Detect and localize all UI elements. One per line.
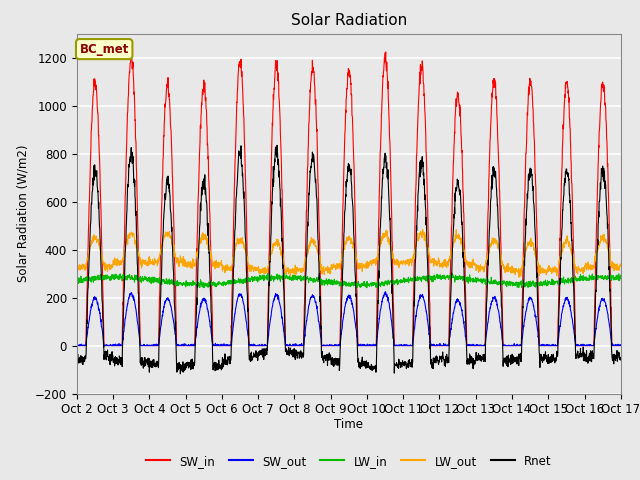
Rnet — [377, 216, 385, 222]
SW_in — [507, 343, 515, 348]
SW_out — [381, 289, 389, 295]
LW_in — [73, 279, 81, 285]
LW_out — [365, 263, 372, 269]
SW_in — [617, 343, 625, 348]
SW_out — [584, 343, 592, 348]
SW_in — [376, 147, 384, 153]
SW_out — [507, 343, 515, 348]
SW_in — [225, 343, 232, 348]
Rnet — [508, 359, 515, 364]
Rnet — [273, 142, 281, 148]
Line: Rnet: Rnet — [77, 145, 621, 374]
LW_in — [363, 285, 371, 291]
LW_out — [515, 275, 523, 280]
LW_in — [584, 277, 592, 283]
LW_out — [584, 267, 592, 273]
Line: SW_out: SW_out — [77, 292, 621, 346]
SW_out — [225, 343, 232, 348]
LW_in — [225, 279, 232, 285]
Legend: SW_in, SW_out, LW_in, LW_out, Rnet: SW_in, SW_out, LW_in, LW_out, Rnet — [141, 450, 556, 472]
Rnet — [584, 354, 592, 360]
Text: BC_met: BC_met — [79, 43, 129, 56]
Rnet — [177, 371, 184, 377]
SW_out — [365, 342, 372, 348]
Line: LW_out: LW_out — [77, 229, 621, 277]
LW_in — [365, 282, 372, 288]
LW_out — [73, 264, 81, 269]
SW_out — [617, 343, 625, 348]
X-axis label: Time: Time — [334, 418, 364, 431]
SW_in — [127, 48, 135, 54]
LW_in — [508, 280, 515, 286]
Y-axis label: Solar Radiation (W/m2): Solar Radiation (W/m2) — [17, 145, 29, 282]
Rnet — [570, 278, 577, 284]
SW_in — [584, 343, 592, 348]
LW_out — [617, 262, 625, 267]
Line: SW_in: SW_in — [77, 51, 621, 346]
Line: LW_in: LW_in — [77, 273, 621, 288]
Rnet — [225, 356, 232, 362]
SW_in — [365, 343, 372, 348]
LW_out — [419, 227, 427, 232]
SW_in — [569, 222, 577, 228]
Rnet — [617, 355, 625, 360]
SW_out — [73, 343, 81, 348]
LW_in — [264, 270, 271, 276]
Title: Solar Radiation: Solar Radiation — [291, 13, 407, 28]
LW_in — [377, 284, 385, 289]
LW_out — [507, 270, 515, 276]
SW_out — [569, 321, 577, 327]
LW_out — [570, 253, 577, 259]
SW_out — [376, 308, 384, 314]
Rnet — [365, 364, 372, 370]
LW_out — [376, 241, 384, 247]
Rnet — [73, 358, 81, 364]
LW_in — [570, 277, 577, 283]
SW_in — [73, 343, 81, 348]
LW_out — [225, 265, 232, 271]
LW_in — [617, 274, 625, 279]
